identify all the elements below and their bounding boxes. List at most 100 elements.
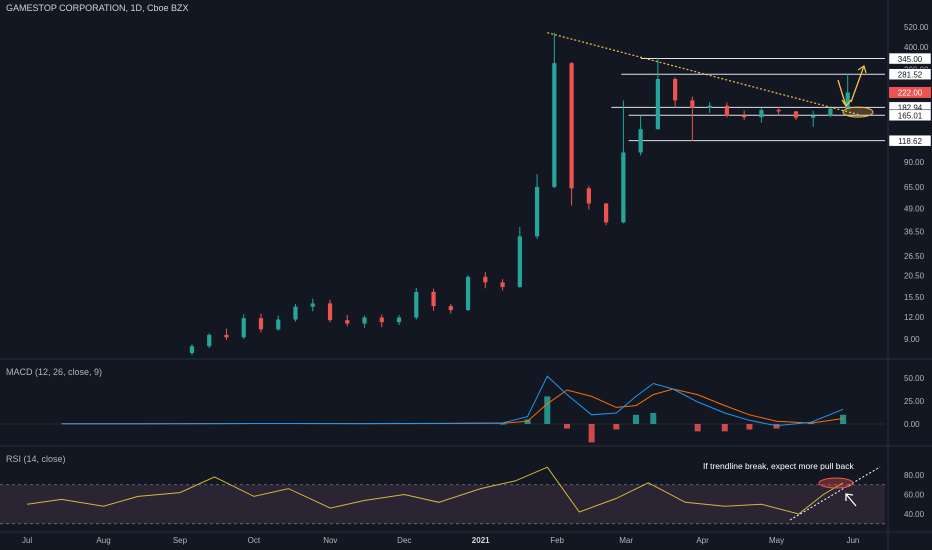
candle-body (638, 129, 643, 153)
x-tick-label: Dec (397, 536, 411, 545)
candle-body (189, 346, 195, 354)
rsi-tick-label: 80.00 (904, 471, 925, 480)
candle-body (845, 92, 850, 109)
macd-histogram-bar (588, 424, 595, 443)
rsi-line (27, 466, 844, 515)
candle-body (793, 111, 799, 118)
x-tick-label: Oct (248, 536, 261, 545)
macd-histogram-bar (746, 424, 753, 430)
x-tick-label: Aug (96, 536, 110, 545)
x-tick-label: Jun (846, 536, 859, 545)
candle-body (241, 318, 246, 338)
rsi-band (0, 484, 885, 524)
candle-body (604, 203, 609, 223)
current-price-label: 222.00 (898, 89, 923, 98)
candle-body (724, 105, 730, 116)
price-tick-label: 520.00 (904, 23, 929, 32)
level-label-box (888, 134, 932, 147)
rsi-arrow (845, 493, 857, 507)
candle-body (483, 276, 488, 283)
current-price-box (889, 86, 931, 98)
x-tick-label: Mar (619, 536, 633, 545)
price-tick-label: 12.00 (904, 313, 925, 322)
candle-body (690, 100, 695, 108)
macd-histogram-bar (721, 424, 728, 432)
candle-body (224, 334, 229, 338)
candle-body (431, 291, 436, 307)
candle-body (327, 303, 333, 321)
candle-body (586, 188, 591, 204)
macd-histogram-bar (650, 412, 657, 424)
price-tick-label: 9.00 (904, 335, 920, 344)
level-label: 165.01 (898, 111, 923, 120)
down-arrow-head (841, 99, 852, 108)
level-label: 118.62 (898, 137, 922, 146)
macd-histogram-bar (499, 423, 506, 425)
candle-body (673, 78, 678, 101)
macd-line (61, 375, 844, 427)
candle-body (776, 109, 781, 112)
macd-histogram-bar (563, 424, 570, 429)
price-tick-label: 49.00 (904, 205, 925, 214)
price-tick-label: 90.00 (904, 158, 925, 167)
macd-histogram-bar (524, 419, 531, 424)
level-label: 281.52 (898, 70, 923, 79)
candle-body (828, 108, 833, 116)
x-tick-label: Apr (696, 536, 709, 545)
macd-histogram-bar (633, 414, 640, 424)
candle-body (414, 291, 419, 318)
candle-body (569, 63, 574, 189)
macd-tick-label: 0.00 (904, 420, 920, 429)
candle-body (276, 319, 281, 330)
rsi-tick-label: 60.00 (904, 491, 925, 500)
macd-signal-line (61, 388, 844, 425)
rsi-arrow-head (845, 493, 854, 501)
level-label-box (888, 52, 932, 65)
rsi-pane-label: RSI (14, close) (6, 454, 66, 464)
price-tick-label: 15.50 (904, 293, 925, 302)
candle-body (707, 105, 712, 108)
x-tick-label: 2021 (472, 536, 490, 545)
candle-body (465, 276, 471, 311)
macd-histogram-bar (773, 424, 780, 429)
rsi-highlight-ellipse (818, 477, 854, 489)
candle-body (207, 334, 212, 347)
down-arrow (837, 79, 847, 107)
x-tick-label: May (769, 536, 784, 545)
candle-body (759, 109, 764, 118)
candle-body (655, 78, 660, 130)
candle-body (379, 317, 384, 323)
price-tick-label: 36.50 (904, 227, 925, 236)
up-arrow-head (857, 64, 867, 74)
rsi-trendline (789, 466, 881, 521)
candle-body (258, 318, 264, 330)
candle-body (552, 63, 557, 187)
price-tick-label: 20.50 (904, 272, 925, 281)
candle-body (345, 320, 350, 324)
price-tick-label: 26.50 (904, 252, 925, 261)
candle-body (811, 115, 816, 118)
level-label: 345.00 (898, 55, 923, 64)
candle-body (448, 306, 453, 311)
level-label: 182.94 (898, 104, 923, 113)
chart-title: GAMESTOP CORPORATION, 1D, Cboe BZX (6, 3, 189, 13)
candle-body (362, 317, 367, 324)
x-tick-label: Feb (550, 536, 564, 545)
candle-body (534, 186, 540, 237)
pullback-ellipse (842, 106, 874, 118)
level-label-box (888, 109, 932, 122)
price-tick-label: 400.00 (904, 43, 929, 52)
rsi-tick-label: 40.00 (904, 510, 925, 519)
candle-body (293, 306, 298, 320)
x-tick-label: Jul (22, 536, 32, 545)
x-tick-label: Nov (323, 536, 337, 545)
candle-body (396, 317, 402, 323)
macd-histogram-bar (613, 424, 620, 430)
price-tick-label: 65.00 (904, 183, 925, 192)
x-tick-label: Sep (173, 536, 188, 545)
rsi-annotation: If trendline break, expect more pull bac… (703, 461, 854, 471)
level-label-box (888, 68, 932, 80)
candle-body (310, 303, 315, 307)
candle-body (621, 152, 626, 223)
